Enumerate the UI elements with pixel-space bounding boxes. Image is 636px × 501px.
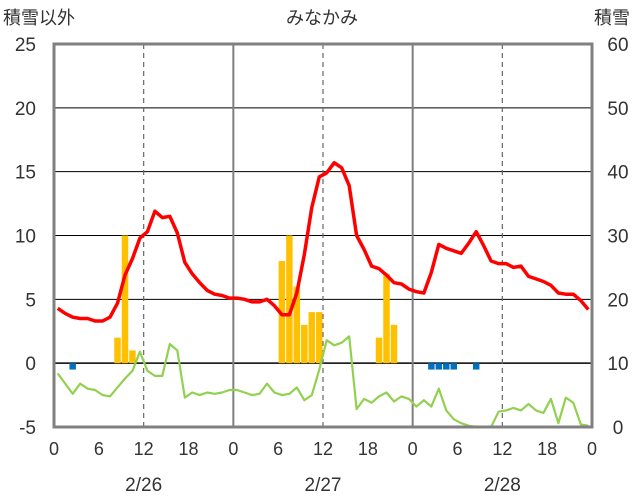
bar — [472, 363, 480, 370]
right-y-tick-label: 30 — [607, 227, 628, 248]
date-label: 2/28 — [484, 475, 521, 496]
x-tick-label: 12 — [313, 439, 333, 459]
right-y-tick-label: 10 — [607, 354, 628, 375]
plot-frame — [52, 42, 594, 429]
x-tick-label: 0 — [587, 439, 597, 459]
bars — [69, 235, 480, 370]
bar — [308, 312, 316, 364]
series-line — [56, 335, 589, 429]
bar — [114, 337, 121, 364]
x-tick-label: 12 — [492, 439, 512, 459]
left-y-tick-label: 5 — [25, 290, 36, 311]
date-label: 2/27 — [305, 475, 342, 496]
x-tick-label: 6 — [273, 439, 283, 459]
right-y-tick-label: 50 — [607, 99, 628, 120]
left-y-tick-label: 20 — [15, 99, 36, 120]
left-axis-label: 積雪以外 — [3, 8, 75, 28]
bar — [286, 235, 293, 364]
right-y-tick-label: 40 — [607, 163, 628, 184]
x-tick-label: 12 — [134, 439, 154, 459]
x-tick-label: 6 — [452, 439, 462, 459]
series-line — [56, 160, 590, 323]
bar — [428, 363, 435, 370]
right-y-ticks: 0 10 20 30 40 50 60 — [607, 35, 628, 439]
left-y-tick-label: 15 — [15, 163, 36, 184]
grid — [54, 44, 592, 427]
right-axis-label: 積雪 — [594, 8, 630, 28]
bar — [390, 324, 398, 364]
bar — [450, 363, 457, 370]
bar — [443, 363, 450, 370]
date-labels: 2/26 2/27 2/28 — [125, 475, 521, 496]
bar — [435, 363, 443, 370]
x-ticks: 0 6 12 18 0 6 12 18 0 6 12 18 0 — [49, 439, 597, 459]
x-tick-label: 0 — [49, 439, 59, 459]
x-tick-label: 18 — [358, 439, 378, 459]
bar — [129, 350, 136, 364]
bar — [375, 337, 383, 364]
x-tick-label: 18 — [537, 439, 557, 459]
bar — [316, 312, 323, 364]
bar — [69, 363, 76, 370]
left-y-tick-label: -5 — [19, 418, 36, 439]
date-label: 2/26 — [125, 475, 162, 496]
x-tick-label: 6 — [94, 439, 104, 459]
left-y-tick-label: 10 — [15, 227, 36, 248]
left-y-tick-label: 25 — [15, 35, 36, 56]
right-y-tick-label: 0 — [613, 418, 624, 439]
bar — [301, 324, 308, 364]
chart-title: みなかみ — [286, 8, 358, 28]
bar — [383, 273, 390, 364]
x-tick-label: 0 — [228, 439, 238, 459]
left-y-tick-label: 0 — [25, 354, 36, 375]
x-tick-label: 18 — [178, 439, 198, 459]
right-y-tick-label: 60 — [607, 35, 628, 56]
bar — [293, 286, 301, 364]
left-y-ticks: -5 0 5 10 15 20 25 — [15, 35, 36, 439]
x-tick-label: 0 — [408, 439, 418, 459]
bar — [121, 235, 129, 364]
right-y-tick-label: 20 — [607, 290, 628, 311]
